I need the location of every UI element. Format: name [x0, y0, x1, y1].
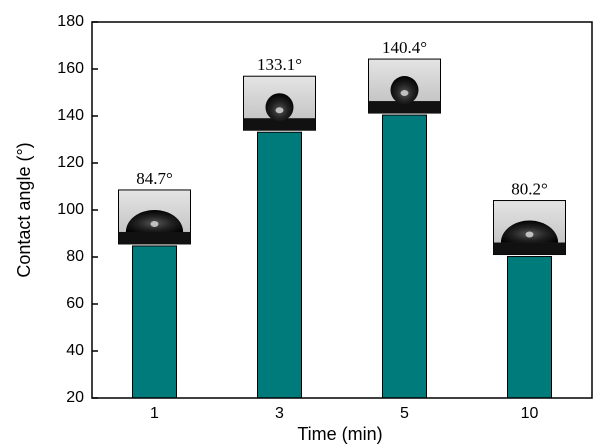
highlight — [275, 107, 284, 114]
y-tick-label: 140 — [57, 107, 84, 124]
y-tick-label: 160 — [57, 60, 84, 77]
bar — [507, 256, 552, 399]
y-axis-label: Contact angle (°) — [14, 142, 34, 277]
substrate — [118, 231, 191, 244]
y-tick-label: 180 — [57, 13, 84, 30]
droplet-image — [493, 200, 566, 256]
value-label: 84.7° — [136, 169, 173, 188]
droplet-image — [368, 58, 441, 114]
y-tick-label: 120 — [57, 154, 84, 171]
y-tick-label: 20 — [66, 389, 84, 406]
x-tick-label: 10 — [521, 405, 539, 422]
value-label: 80.2° — [511, 179, 548, 198]
substrate — [368, 101, 441, 114]
x-axis-label: Time (min) — [297, 424, 382, 444]
bar — [257, 131, 302, 399]
x-tick-label: 3 — [275, 405, 284, 422]
bar — [382, 114, 427, 399]
plot-frame — [91, 21, 593, 399]
value-label: 133.1° — [257, 55, 302, 74]
value-label: 140.4° — [382, 38, 427, 57]
x-tick-label: 1 — [150, 405, 159, 422]
y-tick-label: 80 — [66, 248, 84, 265]
y-tick-label: 100 — [57, 201, 84, 218]
y-tick-label: 60 — [66, 295, 84, 312]
substrate — [243, 118, 316, 131]
y-tick-label: 40 — [66, 342, 84, 359]
x-tick-label: 5 — [400, 405, 409, 422]
droplet-image — [243, 75, 316, 131]
highlight — [150, 220, 159, 227]
droplet-image — [118, 189, 191, 245]
highlight — [400, 90, 409, 97]
highlight — [525, 231, 534, 238]
substrate — [493, 242, 566, 255]
bar — [132, 245, 177, 399]
